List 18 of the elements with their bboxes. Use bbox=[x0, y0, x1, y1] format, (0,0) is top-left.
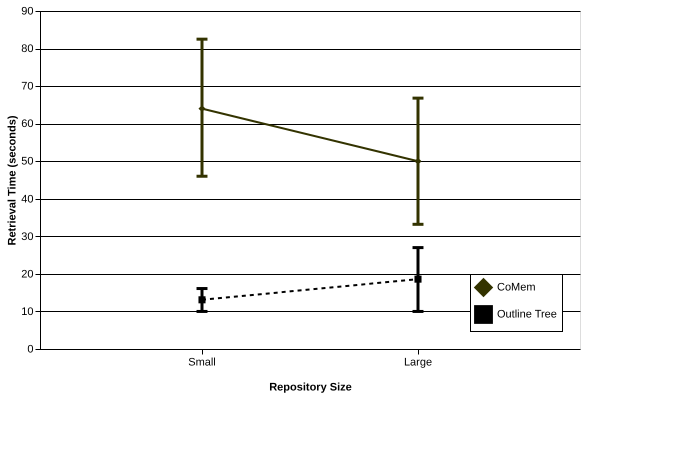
y-axis-title: Retrieval Time (seconds) bbox=[6, 115, 18, 246]
y-tick-label: 40 bbox=[21, 193, 34, 206]
y-tick-label: 30 bbox=[21, 230, 34, 243]
point bbox=[414, 276, 422, 283]
x-tick-label: Large bbox=[404, 356, 432, 368]
y-tick-label: 60 bbox=[21, 118, 34, 130]
x-axis-title: Repository Size bbox=[269, 382, 352, 394]
y-tick-label: 0 bbox=[27, 344, 34, 356]
y-tick-label: 90 bbox=[21, 6, 34, 18]
y-tick-label: 70 bbox=[21, 80, 34, 93]
y-tick-label: 20 bbox=[21, 268, 34, 280]
legend-label: Outline Tree bbox=[497, 308, 557, 320]
point bbox=[198, 296, 206, 304]
x-tick-label: Small bbox=[188, 356, 216, 368]
y-tick-label: 80 bbox=[21, 43, 34, 56]
legend-label: CoMem bbox=[497, 282, 536, 294]
y-tick-label: 50 bbox=[21, 156, 34, 168]
y-tick-label: 10 bbox=[21, 306, 34, 318]
